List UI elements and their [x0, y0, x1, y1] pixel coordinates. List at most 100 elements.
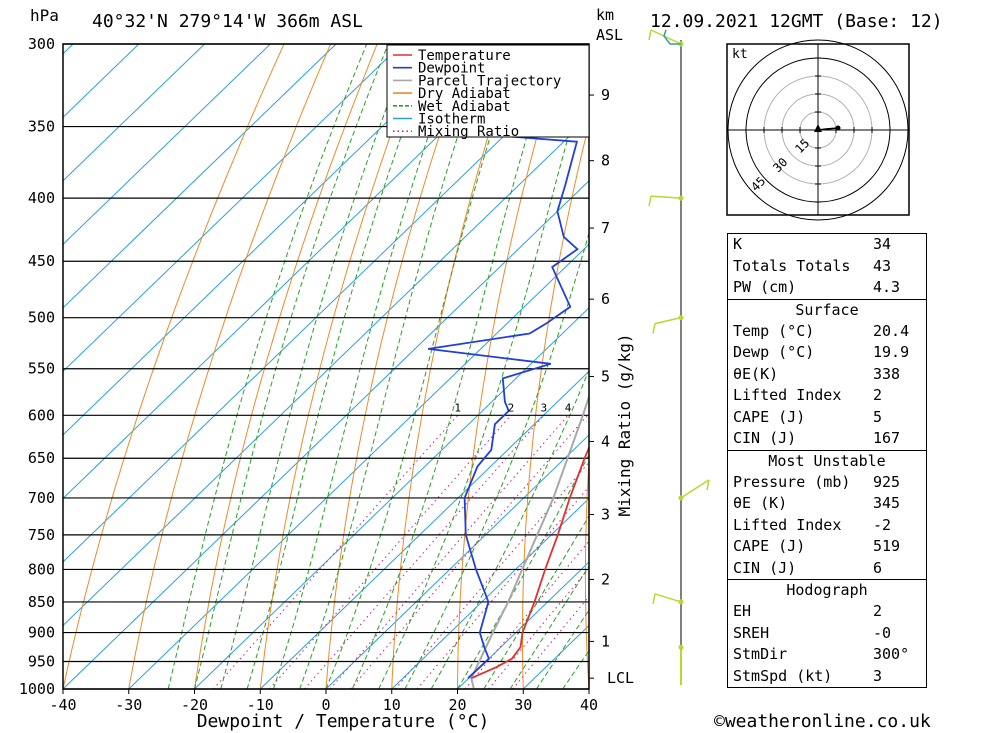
index-value: 519 [873, 537, 901, 555]
index-label: CIN (J) [733, 429, 797, 447]
index-value: 167 [873, 429, 901, 447]
dry-adiabat-line [128, 44, 332, 689]
x-tick-label: -20 [181, 696, 208, 714]
isobars [63, 43, 589, 690]
wind-barb [650, 195, 682, 199]
hpa-label: hPa [30, 6, 59, 25]
dewpoint-line [416, 65, 589, 679]
index-row: CAPE (J) 519 [728, 536, 926, 558]
km-label: km [596, 6, 614, 24]
plot-frame [62, 43, 590, 690]
index-label: Lifted Index [733, 386, 842, 404]
isotherm-line [63, 44, 337, 309]
wet-adiabat-line [404, 231, 589, 689]
index-label: CAPE (J) [733, 537, 806, 555]
index-value: 345 [873, 494, 901, 512]
km-tick-label: 9 [601, 86, 610, 104]
index-row: Temp (°C) 20.4 [728, 321, 926, 343]
mixing-ratio-line [329, 414, 569, 689]
wind-barb [654, 593, 682, 603]
index-row: CAPE (J) 5 [728, 407, 926, 429]
pressure-tick-label: 350 [28, 118, 55, 136]
wind-top-marker [663, 29, 681, 45]
mixing-ratio-label: 1 [454, 401, 461, 414]
wind-barb [650, 29, 682, 45]
isotherm-line [63, 44, 205, 182]
index-row: StmDir 300° [728, 644, 926, 666]
index-label: θE (K) [733, 494, 788, 512]
temperature-line [470, 445, 589, 680]
wet-adiabat-line [167, 44, 368, 689]
pressure-tick-label: 850 [28, 593, 55, 611]
index-label: CAPE (J) [733, 407, 806, 426]
index-row: θE (K) 345 [728, 493, 926, 515]
x-tick-label: 0 [321, 696, 330, 714]
index-value: 34 [873, 235, 892, 253]
index-row: Pressure (mb) 925 [728, 472, 926, 494]
dry-adiabat-line [646, 44, 703, 689]
x-tick-label: -10 [247, 696, 274, 714]
index-value: 5 [873, 407, 883, 426]
index-label: StmSpd (kt) [733, 666, 833, 685]
index-row: CIN (J) 6 [728, 558, 926, 580]
legend-label: Temperature [418, 48, 511, 64]
copyright-footer: ©weatheronline.co.uk [714, 711, 931, 732]
parcel-trajectory-line [470, 393, 589, 689]
index-row: StmSpd (kt) 3 [728, 666, 926, 688]
dry-adiabat-line [194, 44, 378, 689]
km-tick-label: 1 [601, 632, 610, 650]
km-tick-label: 4 [601, 432, 610, 450]
pressure-tick-label: 750 [28, 526, 55, 544]
profiles [416, 65, 589, 689]
surface-title: Surface [795, 300, 859, 319]
index-label: CIN (J) [733, 558, 797, 577]
isotherm-line [391, 497, 589, 689]
wind-barb-feather [648, 29, 652, 41]
index-value: 43 [873, 256, 892, 275]
km-tick-label: 6 [601, 290, 610, 308]
mixing-ratio-axis-label: Mixing Ratio (g/kg) [615, 333, 634, 516]
index-row: EH 2 [728, 601, 926, 623]
index-value: -0 [873, 623, 892, 642]
hodograph-section: Hodograph EH 2 SREH -0 StmDir 300° StmSpd (kt)… [728, 579, 926, 687]
datetime-title: 12.09.2021 12GMT (Base: 12) [650, 11, 943, 32]
pressure-tick-label: 900 [28, 624, 55, 642]
km-tick-label: 7 [601, 219, 610, 237]
hodograph-unit: kt [732, 47, 748, 62]
pressure-tick-label: 300 [28, 35, 55, 53]
most-unstable-section: Most Unstable Pressure (mb) 925 θE (K) 345 L… [728, 449, 926, 580]
index-label: Dewp (°C) [733, 343, 815, 361]
wind-barb [654, 316, 682, 325]
pressure-tick-label: 500 [28, 309, 55, 327]
index-row: Totals Totals 43 [728, 256, 926, 278]
index-value: 19.9 [873, 343, 910, 361]
legend-label: Mixing Ratio [418, 124, 519, 140]
pressure-tick-label: 700 [28, 489, 55, 507]
storm-motion-marker [814, 124, 822, 132]
index-value: 3 [873, 666, 883, 685]
legend-box [386, 44, 590, 138]
mixing-ratio-line [304, 414, 545, 689]
x-tick-label: -40 [49, 696, 76, 714]
wind-barb-feather [652, 323, 656, 334]
hodograph-end-dot [835, 125, 841, 131]
isotherm-line [63, 44, 534, 500]
most-unstable-title: Most Unstable [768, 451, 886, 470]
index-value: -2 [873, 515, 892, 534]
index-row: CIN (J) 167 [728, 428, 926, 450]
wind-level-dot [678, 644, 684, 650]
pressure-tick-label: 650 [28, 449, 55, 467]
km-tick-label: LCL [607, 669, 634, 687]
index-label: Lifted Index [733, 515, 842, 534]
isotherm-line [63, 44, 271, 246]
pressure-tick-label: 600 [28, 406, 55, 424]
legend-label: Wet Adiabat [418, 99, 511, 115]
dry-adiabat-line [584, 453, 589, 689]
x-tick-label: 10 [383, 696, 401, 714]
index-label: Temp (°C) [733, 321, 815, 340]
wet-adiabat-line [220, 44, 412, 689]
index-label: EH [733, 602, 752, 620]
